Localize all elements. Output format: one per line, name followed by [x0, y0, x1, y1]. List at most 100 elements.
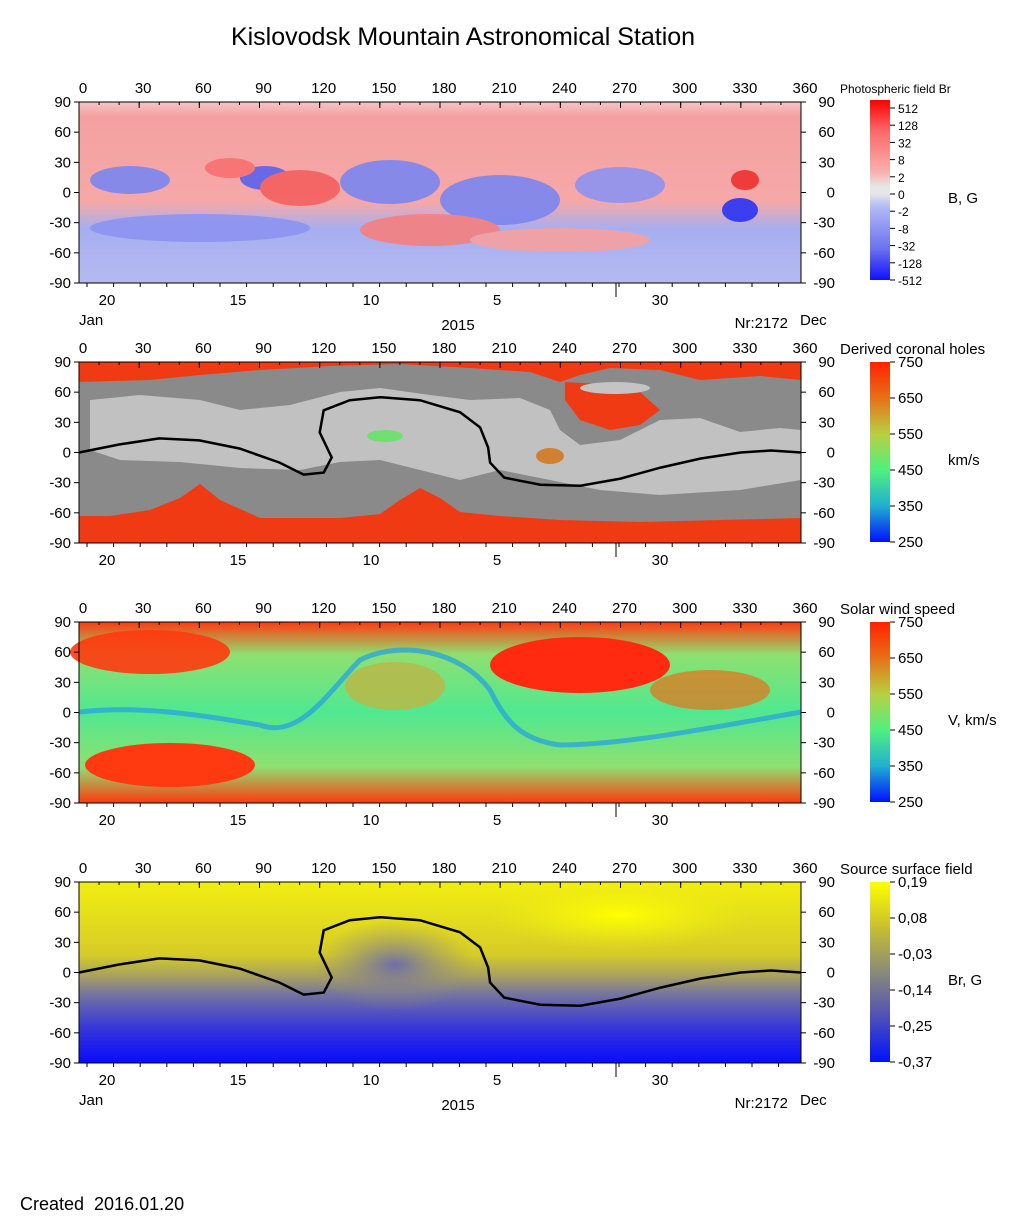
- date-tick-label: 10: [363, 292, 380, 309]
- coronal-hole-green-patch: [536, 448, 564, 464]
- photo-red-patch: [360, 214, 500, 246]
- latitude-tick-label-right: 30: [818, 674, 835, 691]
- colorbar-tick-label: 32: [898, 136, 912, 150]
- date-tick-label: 10: [363, 812, 380, 829]
- latitude-tick-label-right: 60: [818, 644, 835, 661]
- longitude-tick-label: 300: [672, 80, 697, 97]
- panel-1-rotation: Nr:2172: [735, 315, 788, 332]
- latitude-tick-label-right: 90: [818, 614, 835, 631]
- colorbar-tick-label: 8: [898, 154, 905, 168]
- neutral-line: [78, 915, 802, 1007]
- panel-3-date-ticks: 20 15 10 5 30: [79, 802, 801, 829]
- colorbar-tick-label: 750: [898, 614, 923, 631]
- panel-3-top-ticks: 0 30 60 90 120 150 180 210 240 270 300 330 360: [78, 600, 818, 628]
- longitude-tick-label: 0: [79, 340, 87, 357]
- longitude-tick-label: 210: [492, 600, 517, 617]
- panel-4-year: 2015: [441, 1097, 474, 1114]
- colorbar-tick-label: 0,08: [898, 910, 927, 927]
- colorbar-tick-label: -0,14: [898, 982, 932, 999]
- panel-photospheric-field: 0 30 60 90 120 150 180 210 240 270 300 330 360 90603…: [49, 80, 835, 309]
- colorbar-2-title: Derived coronal holes: [840, 341, 985, 358]
- colorbar-tick-label: -32: [898, 240, 916, 254]
- latitude-tick-label-left: -60: [49, 765, 71, 782]
- latitude-tick-label-left: 0: [63, 445, 71, 462]
- longitude-tick-label: 330: [732, 340, 757, 357]
- latitude-tick-label-left: 60: [54, 904, 71, 921]
- latitude-tick-label-left: -90: [49, 1055, 71, 1072]
- longitude-tick-label: 210: [492, 860, 517, 877]
- longitude-tick-label: 30: [135, 80, 152, 97]
- figure-title: Kislovodsk Mountain Astronomical Station: [231, 23, 695, 51]
- longitude-tick-label: 240: [552, 80, 577, 97]
- colorbar-3-title: Solar wind speed: [840, 601, 955, 618]
- latitude-tick-label-left: 30: [54, 934, 71, 951]
- latitude-tick-label-right: 60: [818, 904, 835, 921]
- longitude-tick-label: 180: [431, 80, 456, 97]
- latitude-tick-label-left: 0: [63, 965, 71, 982]
- longitude-tick-label: 300: [672, 340, 697, 357]
- longitude-tick-label: 180: [431, 340, 456, 357]
- longitude-tick-label: 210: [492, 340, 517, 357]
- colorbar-tick-label: 0,19: [898, 874, 927, 891]
- photo-blue-patch: [90, 214, 310, 242]
- date-tick-label: 20: [99, 552, 116, 569]
- latitude-tick-label-right: -30: [813, 735, 835, 752]
- panel-1-right-ticks: 90 60 30 0 -30 -60 -90: [801, 94, 835, 292]
- longitude-tick-label: 30: [135, 860, 152, 877]
- latitude-tick-label-right: -90: [813, 795, 835, 812]
- latitude-tick-label-left: -30: [49, 735, 71, 752]
- latitude-tick-label-left: -90: [49, 795, 71, 812]
- latitude-tick-label-right: 0: [827, 965, 835, 982]
- latitude-tick-label-right: 90: [818, 874, 835, 891]
- colorbar-tick-label: 450: [898, 462, 923, 479]
- longitude-tick-label: 360: [792, 600, 817, 617]
- colorbar-tick-label: 512: [898, 102, 918, 116]
- longitude-tick-label: 360: [792, 340, 817, 357]
- panel-4-start-month: Jan: [79, 1092, 103, 1109]
- latitude-tick-label-left: 60: [54, 644, 71, 661]
- latitude-tick-label-left: -30: [49, 475, 71, 492]
- wind-fast-region: [70, 630, 230, 674]
- longitude-tick-label: 240: [552, 600, 577, 617]
- longitude-tick-label: 0: [79, 860, 87, 877]
- photo-blue-patch: [340, 160, 440, 204]
- latitude-tick-label-left: -90: [49, 275, 71, 292]
- photo-red-patch: [205, 158, 255, 178]
- date-tick-label: 5: [493, 292, 501, 309]
- colorbar-source-surface-field: Source surface field 0,19 0,08 -0,03 -0,14 -…: [840, 861, 982, 1071]
- longitude-tick-label: 0: [79, 600, 87, 617]
- longitude-tick-label: 120: [311, 600, 336, 617]
- wind-fast-region: [490, 637, 670, 693]
- panel-4-right-ticks: 90 60 30 0 -30 -60 -90: [801, 874, 835, 1072]
- longitude-tick-label: 360: [792, 80, 817, 97]
- longitude-tick-label: 330: [732, 600, 757, 617]
- date-tick-label: 20: [99, 1072, 116, 1089]
- longitude-tick-label: 30: [135, 600, 152, 617]
- colorbar-tick-label: 550: [898, 686, 923, 703]
- wind-fast-region: [85, 743, 255, 787]
- colorbar-tick-label: 350: [898, 498, 923, 515]
- date-tick-label: 15: [230, 1072, 247, 1089]
- latitude-tick-label-right: 0: [827, 445, 835, 462]
- coronal-hole-green-patch: [367, 430, 403, 442]
- date-tick-label: 5: [493, 552, 501, 569]
- latitude-tick-label-left: -30: [49, 215, 71, 232]
- colorbar-3-ticks: 750 650 550 450 350 250: [890, 614, 923, 811]
- longitude-tick-label: 180: [431, 600, 456, 617]
- colorbar-1-unit: B, G: [948, 190, 978, 207]
- date-tick-label: 30: [652, 292, 669, 309]
- panel-coronal-holes: 0 30 60 90 120 150 180 210 240 270 300 330 360 90603…: [49, 340, 835, 569]
- colorbar-tick-label: 0: [898, 188, 905, 202]
- panel-4-end-month: Dec: [800, 1092, 827, 1109]
- date-tick-label: 30: [652, 552, 669, 569]
- panel-1-map-features: [90, 158, 759, 252]
- colorbar-tick-label: -0,25: [898, 1018, 932, 1035]
- panel-4-rotation: Nr:2172: [735, 1095, 788, 1112]
- source-negative-blob: [315, 920, 475, 1010]
- latitude-tick-label-left: 90: [54, 354, 71, 371]
- photo-red-patch: [470, 228, 650, 252]
- panel-2-date-ticks: 20 15 10 5 30: [79, 542, 801, 569]
- photo-blue-patch: [440, 175, 560, 225]
- latitude-tick-label-right: 30: [818, 934, 835, 951]
